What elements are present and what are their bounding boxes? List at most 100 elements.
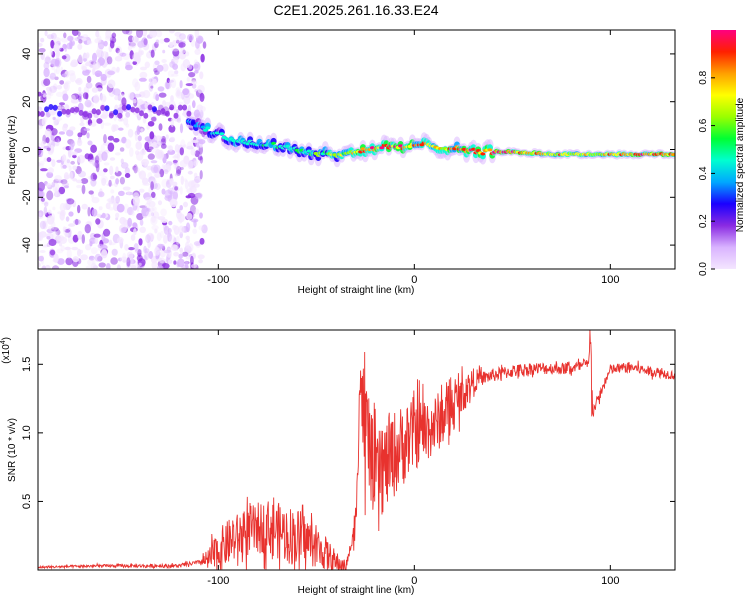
- noise-blob: [150, 164, 159, 174]
- noise-blob: [92, 257, 96, 267]
- noise-blob: [106, 263, 111, 269]
- noise-blob: [118, 127, 124, 131]
- noise-blob: [87, 259, 94, 266]
- noise-blob: [98, 262, 106, 268]
- noise-blob: [96, 213, 102, 218]
- noise-blob: [146, 165, 154, 171]
- noise-blob: [89, 123, 97, 127]
- noise-blob: [69, 40, 73, 50]
- noise-blob: [194, 48, 201, 56]
- noise-blob: [119, 147, 125, 152]
- noise-blob: [66, 159, 70, 164]
- noise-blob: [89, 159, 95, 164]
- noise-blob: [194, 150, 200, 158]
- noise-blob: [92, 52, 97, 63]
- noise-blob: [41, 266, 46, 269]
- noise-blob: [97, 243, 104, 249]
- noise-blob: [147, 239, 151, 249]
- noise-blob: [178, 33, 186, 40]
- noise-blob: [161, 59, 167, 63]
- noise-blob: [43, 206, 48, 216]
- noise-blob: [52, 206, 56, 211]
- noise-blob: [172, 159, 178, 163]
- noise-blob: [53, 43, 60, 53]
- noise-blob: [133, 164, 138, 174]
- noise-blob: [163, 37, 170, 43]
- noise-blob: [120, 256, 128, 262]
- noise-blob: [75, 179, 83, 184]
- noise-blob: [45, 264, 51, 269]
- spectrogram-x-axis-label: Height of straight line (km): [298, 285, 415, 296]
- noise-blob: [182, 112, 187, 116]
- ridge-core: [285, 144, 291, 148]
- noise-blob: [62, 124, 68, 132]
- noise-blob: [103, 122, 111, 126]
- noise-blob: [101, 212, 106, 219]
- noise-blob: [55, 179, 64, 184]
- noise-blob: [102, 109, 109, 119]
- noise-blob: [39, 191, 45, 198]
- noise-blob: [170, 73, 179, 77]
- noise-blob: [186, 212, 193, 221]
- noise-blob: [191, 139, 199, 143]
- noise-blob: [180, 175, 184, 185]
- noise-blob: [126, 257, 131, 267]
- band-blob: [147, 104, 153, 111]
- noise-blob: [47, 209, 52, 215]
- noise-blob: [179, 147, 184, 156]
- noise-blob: [105, 202, 111, 210]
- noise-blob: [49, 145, 55, 154]
- noise-blob: [179, 80, 183, 89]
- noise-blob: [131, 211, 135, 216]
- x-tick-label: 100: [601, 575, 619, 587]
- noise-blob: [80, 126, 88, 136]
- noise-blob: [162, 63, 169, 72]
- noise-blob: [180, 47, 186, 55]
- noise-blob: [187, 141, 193, 149]
- noise-blob: [139, 71, 148, 79]
- noise-blob: [117, 50, 123, 57]
- snr-frame: [37, 329, 676, 571]
- noise-blob: [196, 104, 203, 112]
- noise-blob: [169, 235, 176, 244]
- noise-blob: [107, 135, 114, 141]
- snr-x-ticks: -100 0 100: [207, 330, 619, 587]
- noise-blob: [47, 225, 55, 230]
- noise-blob: [44, 114, 48, 123]
- noise-blob: [97, 191, 105, 198]
- noise-blob: [88, 255, 95, 261]
- noise-blob: [73, 219, 81, 225]
- x-tick-label: 0: [411, 274, 417, 286]
- noise-blob: [187, 93, 195, 99]
- noise-blob: [173, 225, 180, 235]
- noise-blob: [46, 190, 54, 201]
- noise-blob: [44, 56, 51, 65]
- noise-blob: [159, 230, 164, 239]
- noise-blob: [93, 94, 100, 104]
- noise-blob: [154, 172, 161, 178]
- noise-blob: [70, 140, 76, 147]
- band-blob: [87, 112, 93, 119]
- noise-blob: [167, 259, 173, 264]
- noise-blob: [176, 258, 185, 268]
- noise-blob: [153, 164, 161, 174]
- noise-blob: [148, 78, 153, 83]
- noise-blob: [96, 118, 103, 124]
- noise-blob: [184, 51, 190, 57]
- band-blob: [113, 109, 119, 116]
- noise-blob: [79, 249, 84, 254]
- noise-blob: [50, 227, 59, 232]
- band-blob: [95, 109, 101, 116]
- noise-blob: [176, 36, 180, 44]
- noise-blob: [145, 210, 154, 217]
- noise-blob: [165, 134, 169, 140]
- noise-blob: [195, 242, 201, 248]
- noise-blob: [190, 80, 198, 85]
- noise-blob: [119, 52, 127, 57]
- noise-blob: [199, 237, 205, 245]
- noise-blob: [136, 30, 143, 38]
- noise-blob: [120, 162, 129, 169]
- noise-blob: [137, 40, 145, 48]
- noise-blob: [84, 53, 89, 59]
- band-blob: [177, 104, 183, 111]
